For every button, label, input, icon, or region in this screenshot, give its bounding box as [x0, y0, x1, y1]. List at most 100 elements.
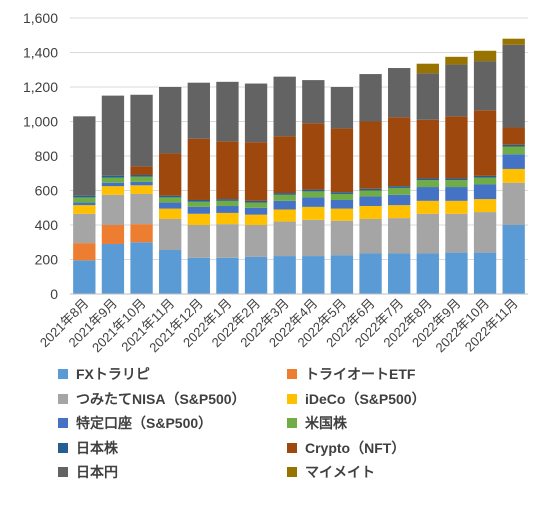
bar-segment	[101, 194, 125, 225]
legend-swatch	[58, 369, 68, 379]
bar-segment	[244, 207, 268, 215]
bar-segment	[244, 214, 268, 225]
y-tick-label: 0	[50, 286, 58, 302]
bar-segment	[244, 256, 268, 294]
bar-segment	[73, 116, 96, 196]
bar-segment	[187, 206, 210, 214]
y-tick-label: 400	[35, 217, 59, 233]
bar-segment	[445, 64, 468, 117]
bar-segment	[273, 193, 296, 195]
y-tick-label: 800	[35, 148, 59, 164]
y-tick-label: 1,000	[23, 114, 58, 130]
bar-segment	[273, 209, 296, 222]
bar-segment	[473, 199, 497, 213]
legend-swatch	[287, 467, 297, 477]
bar-segment	[359, 218, 382, 254]
legend-swatch	[287, 442, 297, 453]
bar-segment	[359, 74, 382, 122]
bar-segment	[216, 81, 239, 142]
bar-segment	[130, 242, 153, 294]
y-tick-label: 200	[35, 252, 59, 268]
bar-segment	[416, 213, 439, 254]
bar-segment	[473, 110, 497, 176]
bar-segment	[273, 200, 296, 210]
bar-segment	[273, 194, 296, 201]
bar-segment	[159, 218, 182, 251]
y-tick-label: 1,400	[23, 45, 58, 61]
legend-item: マイメイト	[287, 462, 375, 482]
legend-item: 米国株	[287, 413, 347, 433]
bar-segment	[416, 119, 439, 179]
bar-segment	[445, 178, 468, 181]
bar-segment	[445, 116, 468, 179]
bar-segment	[416, 253, 439, 294]
legend-item: Crypto（NFT）	[287, 438, 405, 458]
bar-segment	[159, 195, 182, 198]
bars	[73, 38, 525, 294]
bar-segment	[187, 138, 210, 200]
bar-segment	[159, 197, 182, 203]
bar-segment	[302, 189, 325, 192]
bar-segment	[187, 82, 210, 139]
bar-segment	[101, 95, 125, 176]
bar-segment	[445, 187, 468, 201]
bar-segment	[130, 224, 153, 243]
bar-segment	[159, 202, 182, 209]
bar-segment	[388, 68, 411, 118]
bar-segment	[445, 180, 468, 188]
y-tick-label: 600	[35, 183, 59, 199]
bar-segment	[216, 224, 239, 258]
bar-segment	[473, 61, 497, 111]
bar-segment	[101, 186, 125, 195]
bar-segment	[101, 225, 125, 244]
bar-segment	[416, 73, 439, 120]
bar-segment	[130, 193, 153, 225]
bar-segment	[302, 219, 325, 257]
legend-swatch	[58, 467, 68, 477]
legend-item: 日本株	[58, 438, 118, 458]
bar-segment	[73, 197, 96, 203]
stacked-bar-chart: 0 200 400 600 800 1,000 1,200 1,400 1,600 2021年8…	[23, 10, 528, 355]
bar-segment	[330, 199, 354, 209]
bar-segment	[445, 56, 468, 65]
bar-segment	[388, 218, 411, 254]
bar-segment	[473, 212, 497, 253]
bar-segment	[101, 177, 125, 183]
bar-segment	[416, 178, 439, 181]
y-tick-label: 1,600	[23, 10, 58, 26]
bar-segment	[216, 206, 239, 213]
bar-segment	[73, 195, 96, 198]
bar-segment	[445, 252, 468, 294]
bar-segment	[187, 225, 210, 258]
bar-segment	[130, 176, 153, 182]
bar-segment	[273, 256, 296, 294]
legend-swatch	[287, 369, 297, 379]
legend-item: 特定口座（S&P500）	[58, 413, 212, 433]
bar-segment	[445, 213, 468, 253]
bar-segment	[359, 206, 382, 219]
legend-swatch	[58, 418, 68, 428]
bar-segment	[502, 44, 525, 128]
bar-segment	[302, 197, 325, 207]
bar-segment	[187, 199, 210, 202]
bar-segment	[73, 202, 96, 206]
bar-segment	[187, 201, 210, 207]
bar-segment	[244, 202, 268, 208]
bar-segment	[416, 180, 439, 188]
bar-segment	[302, 256, 325, 294]
legend-label: マイメイト	[305, 464, 375, 480]
y-axis-ticks: 0 200 400 600 800 1,000 1,200 1,400 1,600	[23, 10, 58, 302]
bar-segment	[502, 168, 525, 183]
bar-segment	[273, 136, 296, 194]
legend-label: 日本円	[76, 464, 118, 480]
bar-segment	[502, 38, 525, 45]
legend-label: Crypto（NFT）	[305, 439, 406, 456]
legend-item: トライオートETF	[287, 364, 415, 384]
bar-segment	[244, 225, 268, 257]
bar-segment	[216, 212, 239, 225]
legend-item: FXトラリピ	[58, 364, 150, 384]
bar-segment	[73, 205, 96, 214]
bar-segment	[330, 128, 354, 193]
legend-label: FXトラリピ	[76, 366, 150, 382]
legend-item: iDeCo（S&P500）	[287, 389, 426, 409]
